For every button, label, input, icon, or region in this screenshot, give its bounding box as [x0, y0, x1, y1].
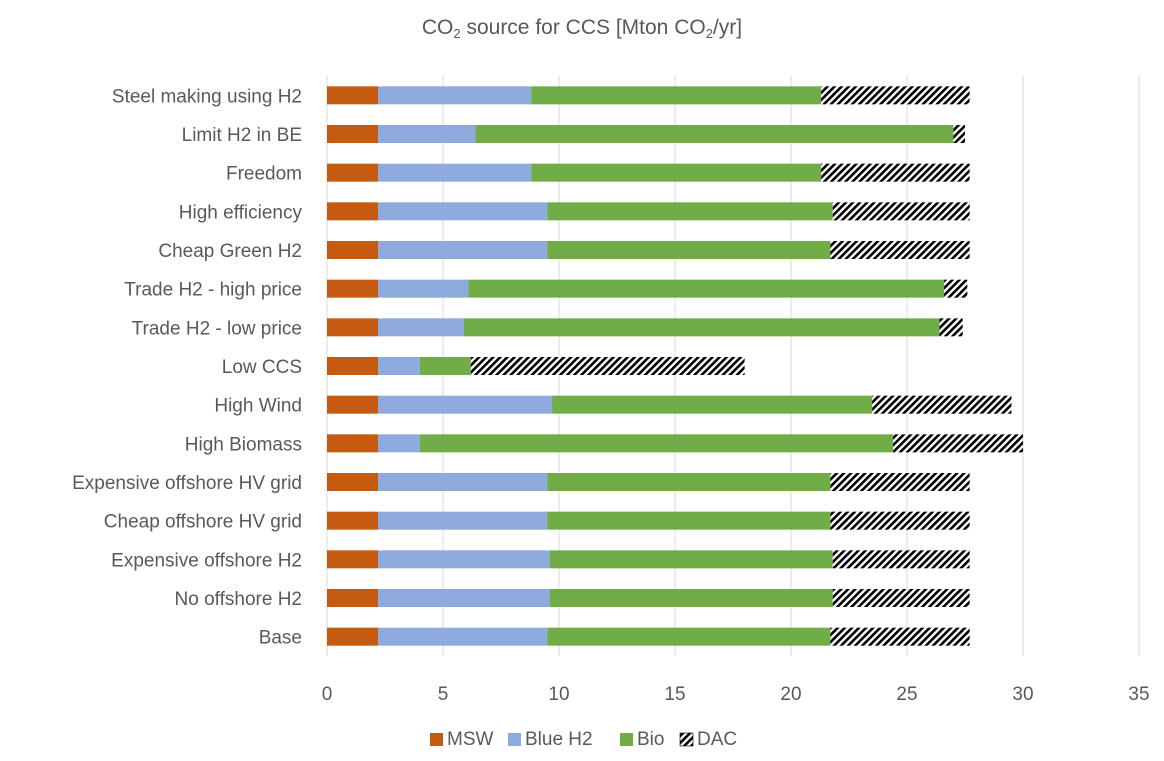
bar-segment-blue-h2 — [378, 627, 548, 646]
legend-swatch-blue-h2 — [508, 733, 521, 746]
category-label: Steel making using H2 — [112, 86, 302, 107]
bar-segment-bio — [547, 511, 831, 530]
bar-segment-dac — [832, 550, 970, 569]
x-tick-label: 35 — [1128, 684, 1149, 705]
bar-segment-msw — [327, 357, 379, 375]
bar-segment-msw — [327, 202, 379, 221]
bar-segment-bio — [531, 163, 822, 182]
bar-segment-bio — [547, 241, 831, 259]
bar-segment-dac — [832, 202, 970, 221]
bar-segment-msw — [327, 589, 379, 607]
bar-segment-dac — [872, 395, 1012, 414]
x-tick-label: 25 — [896, 684, 917, 705]
bar-segment-msw — [327, 163, 379, 182]
category-labels: Base No offshore H2 Expensive offshore H2 C… — [72, 86, 302, 648]
bar-segment-blue-h2 — [378, 589, 550, 607]
x-tick-label: 10 — [548, 684, 569, 705]
bar-segment-bio — [547, 202, 833, 221]
category-label: No offshore H2 — [175, 589, 302, 610]
category-label: Expensive offshore HV grid — [72, 473, 302, 494]
bar-segment-dac — [944, 279, 968, 298]
bar-segment-bio — [475, 125, 954, 143]
bar-segment-dac — [470, 357, 745, 375]
bar-segment-dac — [830, 511, 970, 530]
legend-swatch-msw — [430, 733, 443, 746]
bar-segment-blue-h2 — [378, 395, 553, 414]
bar-segment-bio — [531, 86, 822, 105]
bar-segment-blue-h2 — [378, 86, 532, 105]
bar-segment-msw — [327, 434, 379, 453]
bar-segment-bio — [552, 395, 873, 414]
bar-segment-msw — [327, 550, 379, 569]
x-tick-label: 5 — [438, 684, 449, 705]
bar-segment-blue-h2 — [378, 125, 476, 143]
legend-label: Blue H2 — [525, 729, 593, 750]
category-label: Trade H2 - low price — [132, 318, 302, 339]
bar-segment-bio — [463, 318, 940, 337]
bar-segment-dac — [832, 589, 970, 607]
bar-segment-blue-h2 — [378, 550, 550, 569]
bar-segment-msw — [327, 473, 379, 491]
bar-segment-dac — [893, 434, 1023, 453]
category-label: Limit H2 in BE — [182, 125, 302, 146]
bar-segment-blue-h2 — [378, 202, 548, 221]
bar-segment-bio — [547, 627, 831, 646]
bar-segment-dac — [939, 318, 963, 337]
category-label: High Biomass — [185, 434, 302, 455]
bar-segment-bio — [468, 279, 945, 298]
bar-segment-blue-h2 — [378, 473, 548, 491]
legend-swatch-dac — [679, 732, 694, 747]
x-tick-label: 20 — [780, 684, 801, 705]
category-label: Base — [259, 628, 302, 649]
bar-segment-dac — [953, 125, 965, 143]
bar-segment-bio — [549, 589, 833, 607]
category-label: Trade H2 - high price — [124, 280, 302, 301]
legend: MSW Blue H2 Bio DAC — [430, 729, 737, 750]
bar-segment-blue-h2 — [378, 279, 469, 298]
category-label: Cheap Green H2 — [158, 241, 302, 262]
bar-segment-dac — [821, 86, 970, 105]
category-label: Low CCS — [222, 357, 302, 378]
bar-segment-blue-h2 — [378, 434, 420, 453]
bar-segment-dac — [830, 473, 970, 491]
category-label: Cheap offshore HV grid — [104, 512, 302, 533]
category-label: Expensive offshore H2 — [111, 550, 302, 571]
bars — [327, 86, 1023, 646]
x-tick-label: 30 — [1012, 684, 1033, 705]
category-label: Freedom — [226, 164, 302, 185]
bar-segment-blue-h2 — [378, 163, 532, 182]
bar-segment-msw — [327, 125, 379, 143]
bar-segment-msw — [327, 241, 379, 259]
legend-label: DAC — [697, 729, 737, 750]
bar-segment-blue-h2 — [378, 241, 548, 259]
bar-segment-bio — [419, 434, 894, 453]
chart-title: CO2 source for CCS [Mton CO2/yr] — [421, 16, 743, 41]
bar-segment-msw — [327, 279, 379, 298]
legend-swatch-bio — [620, 733, 633, 746]
category-label: High Wind — [214, 396, 302, 417]
bar-segment-bio — [419, 357, 471, 375]
bar-segment-blue-h2 — [378, 357, 420, 375]
bar-segment-msw — [327, 511, 379, 530]
bar-segment-blue-h2 — [378, 318, 464, 337]
bar-segment-bio — [547, 473, 831, 491]
bar-segment-msw — [327, 627, 379, 646]
bar-segment-msw — [327, 395, 379, 414]
bar-segment-blue-h2 — [378, 511, 548, 530]
bar-segment-dac — [830, 241, 970, 259]
bar-segment-dac — [830, 627, 970, 646]
x-tick-label: 0 — [322, 684, 333, 705]
bar-segment-bio — [549, 550, 833, 569]
legend-label: MSW — [447, 729, 494, 750]
bar-segment-dac — [821, 163, 970, 182]
category-label: High efficiency — [179, 202, 303, 223]
x-tick-label: 15 — [664, 684, 685, 705]
bar-segment-msw — [327, 86, 379, 105]
x-tick-labels: 0 5 10 15 20 25 30 35 — [322, 684, 1150, 705]
legend-label: Bio — [637, 729, 664, 750]
bar-segment-msw — [327, 318, 379, 337]
